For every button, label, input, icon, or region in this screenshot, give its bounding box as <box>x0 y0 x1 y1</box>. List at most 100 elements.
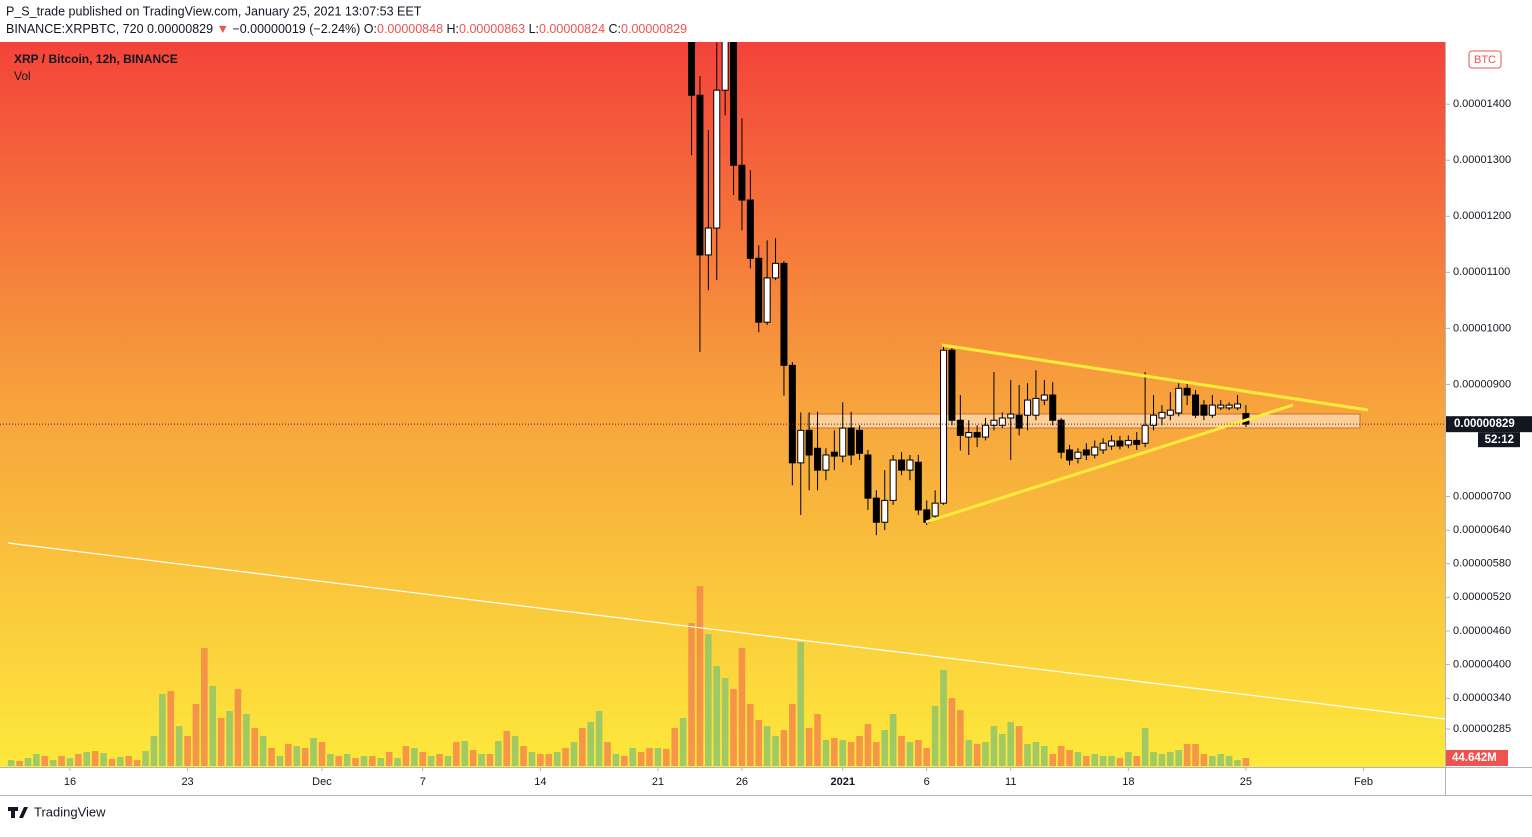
y-tick-label: 0.00001000 <box>1453 322 1511 334</box>
candle-body <box>1049 394 1057 421</box>
candle-body <box>730 42 738 166</box>
volume-bar <box>528 751 536 766</box>
volume-bar <box>461 741 469 766</box>
volume-bar <box>327 753 334 766</box>
candle-body <box>1082 449 1090 456</box>
volume-bar <box>293 746 301 766</box>
volume-bar <box>520 746 527 766</box>
volume-bar <box>243 714 250 766</box>
volume-bar <box>58 755 65 766</box>
volume-bar <box>1217 753 1225 766</box>
volume-bar <box>982 742 989 766</box>
candle-body <box>704 227 712 256</box>
y-tick-label: 0.00000700 <box>1453 490 1511 502</box>
y-tick-label: 0.00000640 <box>1453 524 1511 536</box>
volume-bar <box>285 744 292 766</box>
volume-bar <box>629 748 637 766</box>
candle-body <box>746 199 754 259</box>
brand-logo <box>8 807 28 818</box>
countdown-label: 52:12 <box>1485 434 1514 446</box>
volume-bar <box>705 634 712 766</box>
symbol-line: BINANCE:XRPBTC, 720 0.00000829 ▼ −0.0000… <box>6 22 687 36</box>
currency-badge[interactable] <box>1468 50 1502 69</box>
candle-body <box>931 502 939 517</box>
candle-body <box>965 432 973 438</box>
candle-body <box>1183 387 1191 396</box>
candle-body <box>839 427 847 457</box>
volume-bar <box>889 714 897 766</box>
volume-bar <box>1242 757 1250 766</box>
volume-bar <box>142 751 149 766</box>
candle-body <box>1133 439 1141 445</box>
volume-bar <box>587 721 595 766</box>
volume-bar <box>1057 746 1065 766</box>
volume-bar <box>209 685 217 766</box>
candle-body <box>1099 442 1107 451</box>
candle-body <box>721 42 729 91</box>
last-price-label: 0.00000829 <box>1454 418 1515 430</box>
volume-bar <box>251 728 259 766</box>
volume-bar <box>150 735 158 766</box>
volume-bar <box>915 739 922 766</box>
y-tick-label: 0.00000340 <box>1453 692 1511 704</box>
volume-bar <box>133 760 141 766</box>
volume-bar <box>797 642 805 766</box>
published-line: P_S_trade published on TradingView.com, … <box>6 4 422 18</box>
triangle-upper <box>941 343 1369 412</box>
candle-body <box>998 417 1006 426</box>
candle-body <box>1108 440 1116 447</box>
volume-bar <box>453 742 460 766</box>
y-tick-label: 0.00001300 <box>1453 154 1511 166</box>
volume-bar <box>654 748 662 766</box>
last-price-box <box>1446 416 1532 433</box>
volume-bar <box>1158 753 1166 766</box>
volume-bar <box>1200 753 1208 766</box>
volume-bar <box>1133 755 1141 766</box>
volume-label: 44.642M <box>1452 752 1497 764</box>
volume-bar <box>738 648 746 766</box>
time-axis-panel <box>0 767 1445 795</box>
candle-body <box>1040 394 1048 401</box>
volume-bar <box>125 755 133 766</box>
ohlc-key: C: <box>609 22 622 36</box>
candle-body <box>822 454 830 471</box>
volume-bar <box>688 623 695 766</box>
x-tick-label: 14 <box>534 776 546 788</box>
volume-bar <box>1015 726 1023 766</box>
volume-bar <box>117 757 124 766</box>
candle-body <box>856 429 864 454</box>
candle-body <box>1200 404 1208 416</box>
candle-body <box>881 499 889 523</box>
indicator-label: Vol <box>14 69 31 83</box>
volume-bar <box>805 728 813 766</box>
volume-bar <box>377 758 385 766</box>
candle-body <box>1234 403 1242 409</box>
volume-bar <box>1141 728 1149 766</box>
volume-bar <box>495 741 502 766</box>
ohlc-key: L: <box>529 22 539 36</box>
volume-bar <box>469 749 477 766</box>
volume-bar <box>33 753 40 766</box>
candle-body <box>948 349 956 421</box>
candle-body <box>788 364 796 464</box>
change-arrow: ▼ <box>217 22 229 36</box>
volume-bar <box>763 726 771 766</box>
volume-bar <box>503 730 511 766</box>
volume-bar <box>394 758 401 766</box>
volume-bar <box>411 748 418 766</box>
volume-bar <box>822 739 830 766</box>
volume-bar <box>1024 744 1031 766</box>
candle-body <box>914 461 922 511</box>
x-tick-label: 18 <box>1122 776 1134 788</box>
x-tick-label: 6 <box>924 776 930 788</box>
candle-body <box>872 497 880 523</box>
y-tick-label: 0.00000520 <box>1453 591 1511 603</box>
volume-bar <box>301 748 309 766</box>
volume-bar <box>335 755 343 766</box>
ohlc-value: 0.00000824 <box>539 22 605 36</box>
y-tick-label: 0.00000400 <box>1453 658 1511 670</box>
candle-body <box>1116 440 1124 447</box>
volume-bar <box>1066 749 1073 766</box>
volume-bar <box>159 694 166 766</box>
volume-bar <box>1116 758 1124 766</box>
